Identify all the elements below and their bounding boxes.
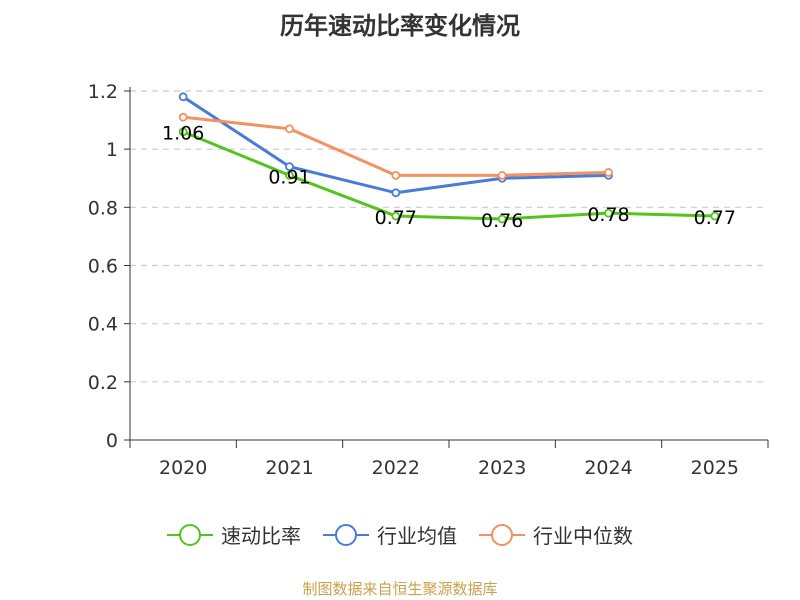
data-label: 0.91 [268,166,310,188]
data-point [391,188,401,198]
y-tick-label: 0.6 [88,256,118,278]
legend-marker-icon [167,523,213,547]
data-point [178,127,188,137]
data-point [604,208,613,218]
data-point [604,168,613,177]
x-tick-label: 2022 [372,457,420,479]
legend-marker-icon [323,523,369,547]
data-label: 0.77 [375,207,417,229]
data-point [497,170,507,180]
x-tick-label: 2025 [691,457,739,479]
data-point [710,211,720,221]
legend-label: 行业中位数 [533,524,633,548]
x-tick-label: 2021 [265,457,313,479]
y-tick-label: 1.2 [88,81,118,103]
y-tick-label: 0.4 [88,314,118,336]
legend-item-industry-median[interactable]: 行业中位数 [479,520,633,549]
x-tick-label: 2023 [478,457,526,479]
legend-item-quick-ratio[interactable]: 速动比率 [167,520,301,549]
data-point [391,170,401,180]
data-source-note: 制图数据来自恒生聚源数据库 [302,580,498,598]
y-tick-label: 0.8 [88,197,118,219]
chart-title: 历年速动比率变化情况 [280,12,520,40]
y-tick-label: 0 [106,430,118,452]
data-point [178,92,188,102]
legend-label: 行业均值 [377,524,457,548]
y-tick-label: 1 [106,139,118,161]
data-point [178,112,188,122]
legend: 速动比率 行业均值 行业中位数 [0,520,800,549]
x-tick-label: 2024 [584,457,632,479]
series-line [182,130,715,221]
data-label: 0.76 [481,210,523,232]
data-point [497,214,507,224]
legend-label: 速动比率 [221,524,301,548]
y-tick-label: 0.2 [88,372,118,394]
data-label: 0.78 [587,204,629,226]
data-point [391,211,401,221]
legend-marker-icon [479,523,525,547]
data-label: 0.77 [694,207,736,229]
data-label: 1.06 [162,123,204,145]
data-point [285,170,294,180]
series-line [183,115,609,177]
data-point [285,124,294,134]
x-tick-label: 2020 [159,457,207,479]
data-point [285,162,294,172]
legend-item-industry-mean[interactable]: 行业均值 [323,520,457,549]
